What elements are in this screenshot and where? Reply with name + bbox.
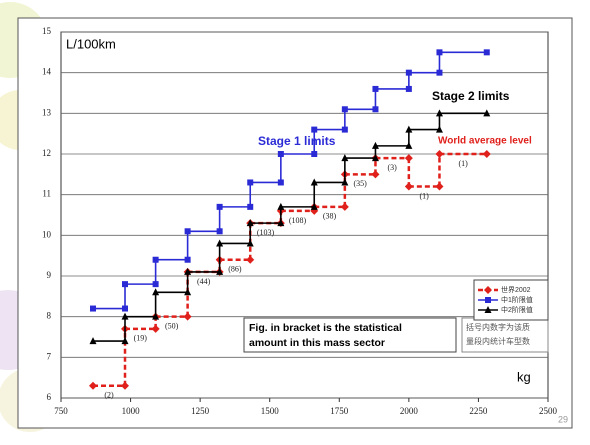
count-label: (44) xyxy=(197,277,211,286)
annotation: World average level xyxy=(438,136,532,147)
y-tick-label: 6 xyxy=(47,392,52,402)
marker xyxy=(89,381,98,390)
marker xyxy=(277,202,285,210)
count-label: (108) xyxy=(289,216,307,225)
marker xyxy=(404,182,413,191)
x-tick-label: 2250 xyxy=(469,406,488,416)
x-tick-label: 1250 xyxy=(191,406,210,416)
x-tick-label: 1000 xyxy=(122,406,141,416)
count-label: (38) xyxy=(323,212,337,221)
y-tick-label: 12 xyxy=(42,148,51,158)
marker xyxy=(184,267,192,275)
marker xyxy=(122,281,129,288)
y-tick-label: 10 xyxy=(42,229,52,239)
marker xyxy=(485,297,491,303)
note-box xyxy=(243,317,457,353)
annotation: Stage 1 limits xyxy=(258,134,336,148)
note: 括号内数字为该质 xyxy=(466,322,530,332)
note: amount in this mass sector xyxy=(249,337,385,349)
x-tick-label: 2500 xyxy=(539,406,558,416)
y-axis-label: L/100km xyxy=(66,36,116,51)
marker xyxy=(152,256,159,263)
marker xyxy=(277,151,284,157)
marker xyxy=(152,288,160,296)
note: Fig. in bracket is the statistical xyxy=(249,322,402,334)
marker xyxy=(247,179,254,186)
marker xyxy=(435,109,443,117)
marker xyxy=(372,85,379,92)
marker xyxy=(341,154,349,162)
marker xyxy=(184,228,191,235)
marker xyxy=(89,337,97,345)
marker xyxy=(310,178,318,186)
count-label: (86) xyxy=(228,265,242,274)
count-label: (1) xyxy=(419,191,429,200)
y-tick-label: 14 xyxy=(42,67,52,77)
y-tick-label: 8 xyxy=(47,311,52,321)
marker xyxy=(405,125,413,133)
marker xyxy=(246,219,254,227)
count-label: (19) xyxy=(134,334,148,343)
legend-label: 世界2002 xyxy=(501,285,531,294)
note-box xyxy=(461,317,549,353)
x-tick-label: 1750 xyxy=(330,406,349,416)
page-number: 29 xyxy=(558,414,568,424)
count-label: (50) xyxy=(165,321,179,330)
marker xyxy=(121,312,129,320)
legend-label: 中1阶限值 xyxy=(501,295,533,304)
x-tick-label: 2000 xyxy=(400,406,419,416)
marker xyxy=(482,150,491,158)
marker xyxy=(311,126,318,133)
marker xyxy=(484,286,492,294)
marker xyxy=(216,239,224,247)
y-tick-label: 13 xyxy=(42,107,52,117)
marker xyxy=(484,306,492,313)
marker xyxy=(216,203,223,210)
count-label: (103) xyxy=(257,228,275,237)
annotation: Stage 2 limits xyxy=(432,89,510,103)
marker xyxy=(90,305,97,312)
note: 量段内统计车型数 xyxy=(466,336,530,346)
y-tick-label: 7 xyxy=(47,351,52,361)
marker xyxy=(341,106,348,113)
marker xyxy=(435,150,444,158)
marker xyxy=(483,49,490,56)
count-label: (3) xyxy=(387,163,397,172)
x-tick-label: 750 xyxy=(54,406,68,416)
y-tick-label: 15 xyxy=(42,26,52,36)
marker xyxy=(371,141,379,149)
y-tick-label: 9 xyxy=(47,270,52,280)
marker xyxy=(405,69,412,76)
x-axis-label: kg xyxy=(517,369,531,384)
count-label: (35) xyxy=(353,179,367,188)
marker xyxy=(436,49,443,56)
count-label: (1) xyxy=(458,159,468,168)
marker xyxy=(483,109,491,117)
legend-label: 中2阶限值 xyxy=(501,305,533,314)
count-label: (2) xyxy=(104,391,114,400)
x-tick-label: 1500 xyxy=(261,406,280,416)
y-tick-label: 11 xyxy=(42,189,51,199)
